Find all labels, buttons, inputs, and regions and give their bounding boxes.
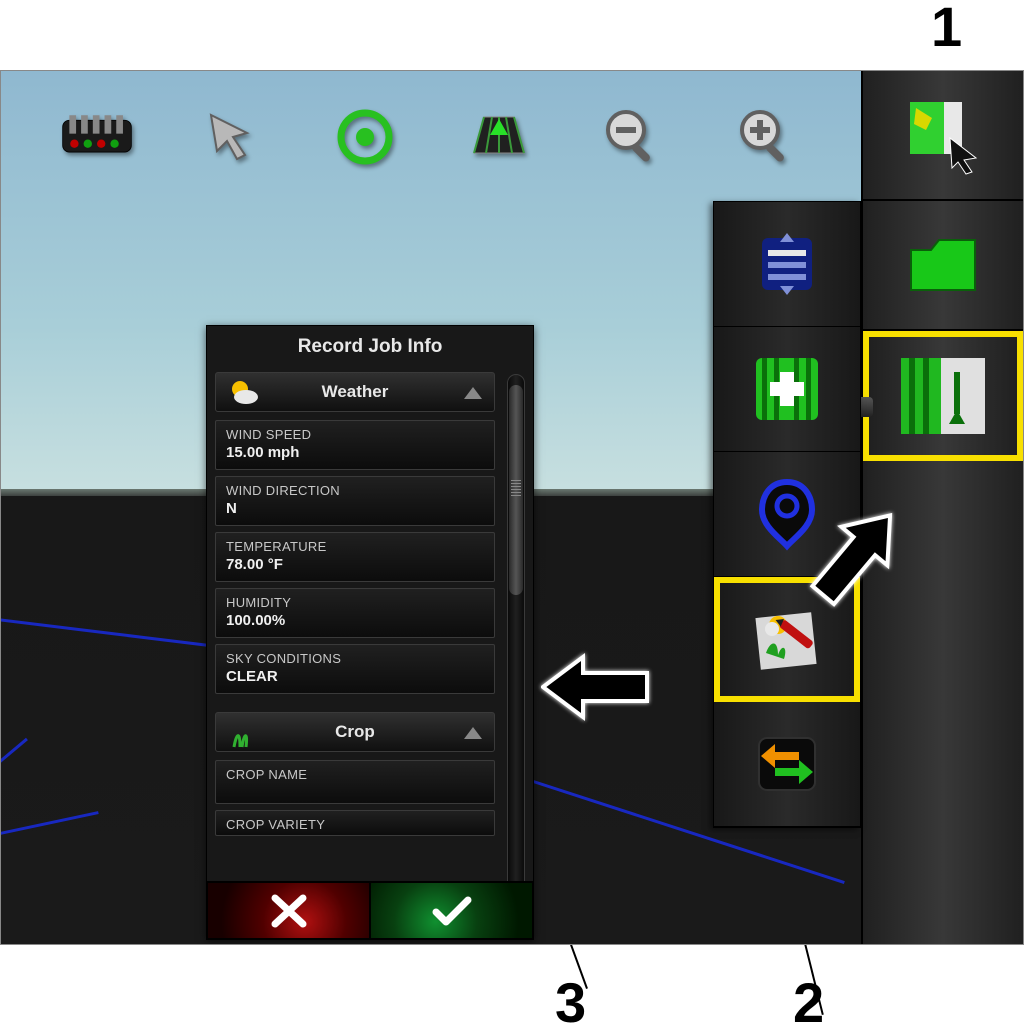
- field-label: SKY CONDITIONS: [226, 651, 484, 666]
- crop-variety-field[interactable]: CROP VARIETY: [215, 810, 495, 836]
- field-value: 100.00%: [226, 612, 484, 629]
- panel-title: Record Job Info: [207, 326, 533, 366]
- wind-speed-field[interactable]: WIND SPEED 15.00 mph: [215, 420, 495, 470]
- guidance-line: [0, 616, 209, 647]
- top-toolbar: [61, 101, 803, 173]
- record-job-info-panel: Record Job Info Weather WIND SPEED 15.00: [206, 325, 534, 940]
- panel-body: Weather WIND SPEED 15.00 mph WIND DIRECT…: [207, 366, 533, 881]
- guidance-line: [0, 811, 99, 839]
- rail-map-select-button[interactable]: [863, 71, 1023, 201]
- crop-name-field[interactable]: CROP NAME: [215, 760, 495, 804]
- field-value: 15.00 mph: [226, 444, 484, 461]
- popout-swap-button[interactable]: [714, 702, 860, 827]
- crop-section-label: Crop: [335, 722, 375, 742]
- temperature-field[interactable]: TEMPERATURE 78.00 °F: [215, 532, 495, 582]
- humidity-field[interactable]: HUMIDITY 100.00%: [215, 588, 495, 638]
- panel-footer: [207, 881, 533, 939]
- field-label: CROP NAME: [226, 767, 484, 782]
- weather-icon: [226, 379, 260, 412]
- field-value: CLEAR: [226, 668, 484, 685]
- zoom-in-icon[interactable]: [731, 101, 803, 173]
- switches-icon[interactable]: [61, 101, 133, 173]
- zoom-out-icon[interactable]: [597, 101, 669, 173]
- wind-direction-field[interactable]: WIND DIRECTION N: [215, 476, 495, 526]
- scroll-thumb[interactable]: [509, 385, 523, 595]
- field-label: WIND DIRECTION: [226, 483, 484, 498]
- callout-3: 3: [555, 970, 586, 1035]
- perspective-icon[interactable]: [463, 101, 535, 173]
- collapse-arrow-icon: [464, 727, 482, 739]
- field-value: N: [226, 500, 484, 517]
- collapse-arrow-icon: [464, 387, 482, 399]
- crop-icon: [226, 719, 256, 754]
- field-label: CROP VARIETY: [226, 817, 484, 832]
- map-viewport: Record Job Info Weather WIND SPEED 15.00: [0, 70, 1024, 945]
- check-icon: [430, 894, 474, 928]
- field-label: WIND SPEED: [226, 427, 484, 442]
- guidance-line: [0, 738, 28, 779]
- weather-section-header[interactable]: Weather: [215, 372, 495, 412]
- arrow-left-icon: [541, 651, 651, 728]
- crop-section-header[interactable]: Crop: [215, 712, 495, 752]
- popout-list-button[interactable]: [714, 202, 860, 327]
- pointer-icon[interactable]: [195, 101, 267, 173]
- field-label: TEMPERATURE: [226, 539, 484, 554]
- rail-guidance-setup-button[interactable]: [863, 331, 1023, 461]
- weather-section-label: Weather: [322, 382, 389, 402]
- field-value: 78.00 °F: [226, 556, 484, 573]
- panel-sections: Weather WIND SPEED 15.00 mph WIND DIRECT…: [215, 372, 495, 836]
- arrow-down-left-icon: [801, 501, 911, 616]
- x-icon: [269, 894, 309, 928]
- panel-scrollbar[interactable]: [507, 374, 525, 881]
- rail-field-folder-button[interactable]: [863, 201, 1023, 331]
- sky-conditions-field[interactable]: SKY CONDITIONS CLEAR: [215, 644, 495, 694]
- cancel-button[interactable]: [207, 882, 370, 939]
- target-icon[interactable]: [329, 101, 401, 173]
- ok-button[interactable]: [370, 882, 533, 939]
- popout-add-button[interactable]: [714, 327, 860, 452]
- callout-1: 1: [931, 0, 962, 59]
- field-label: HUMIDITY: [226, 595, 484, 610]
